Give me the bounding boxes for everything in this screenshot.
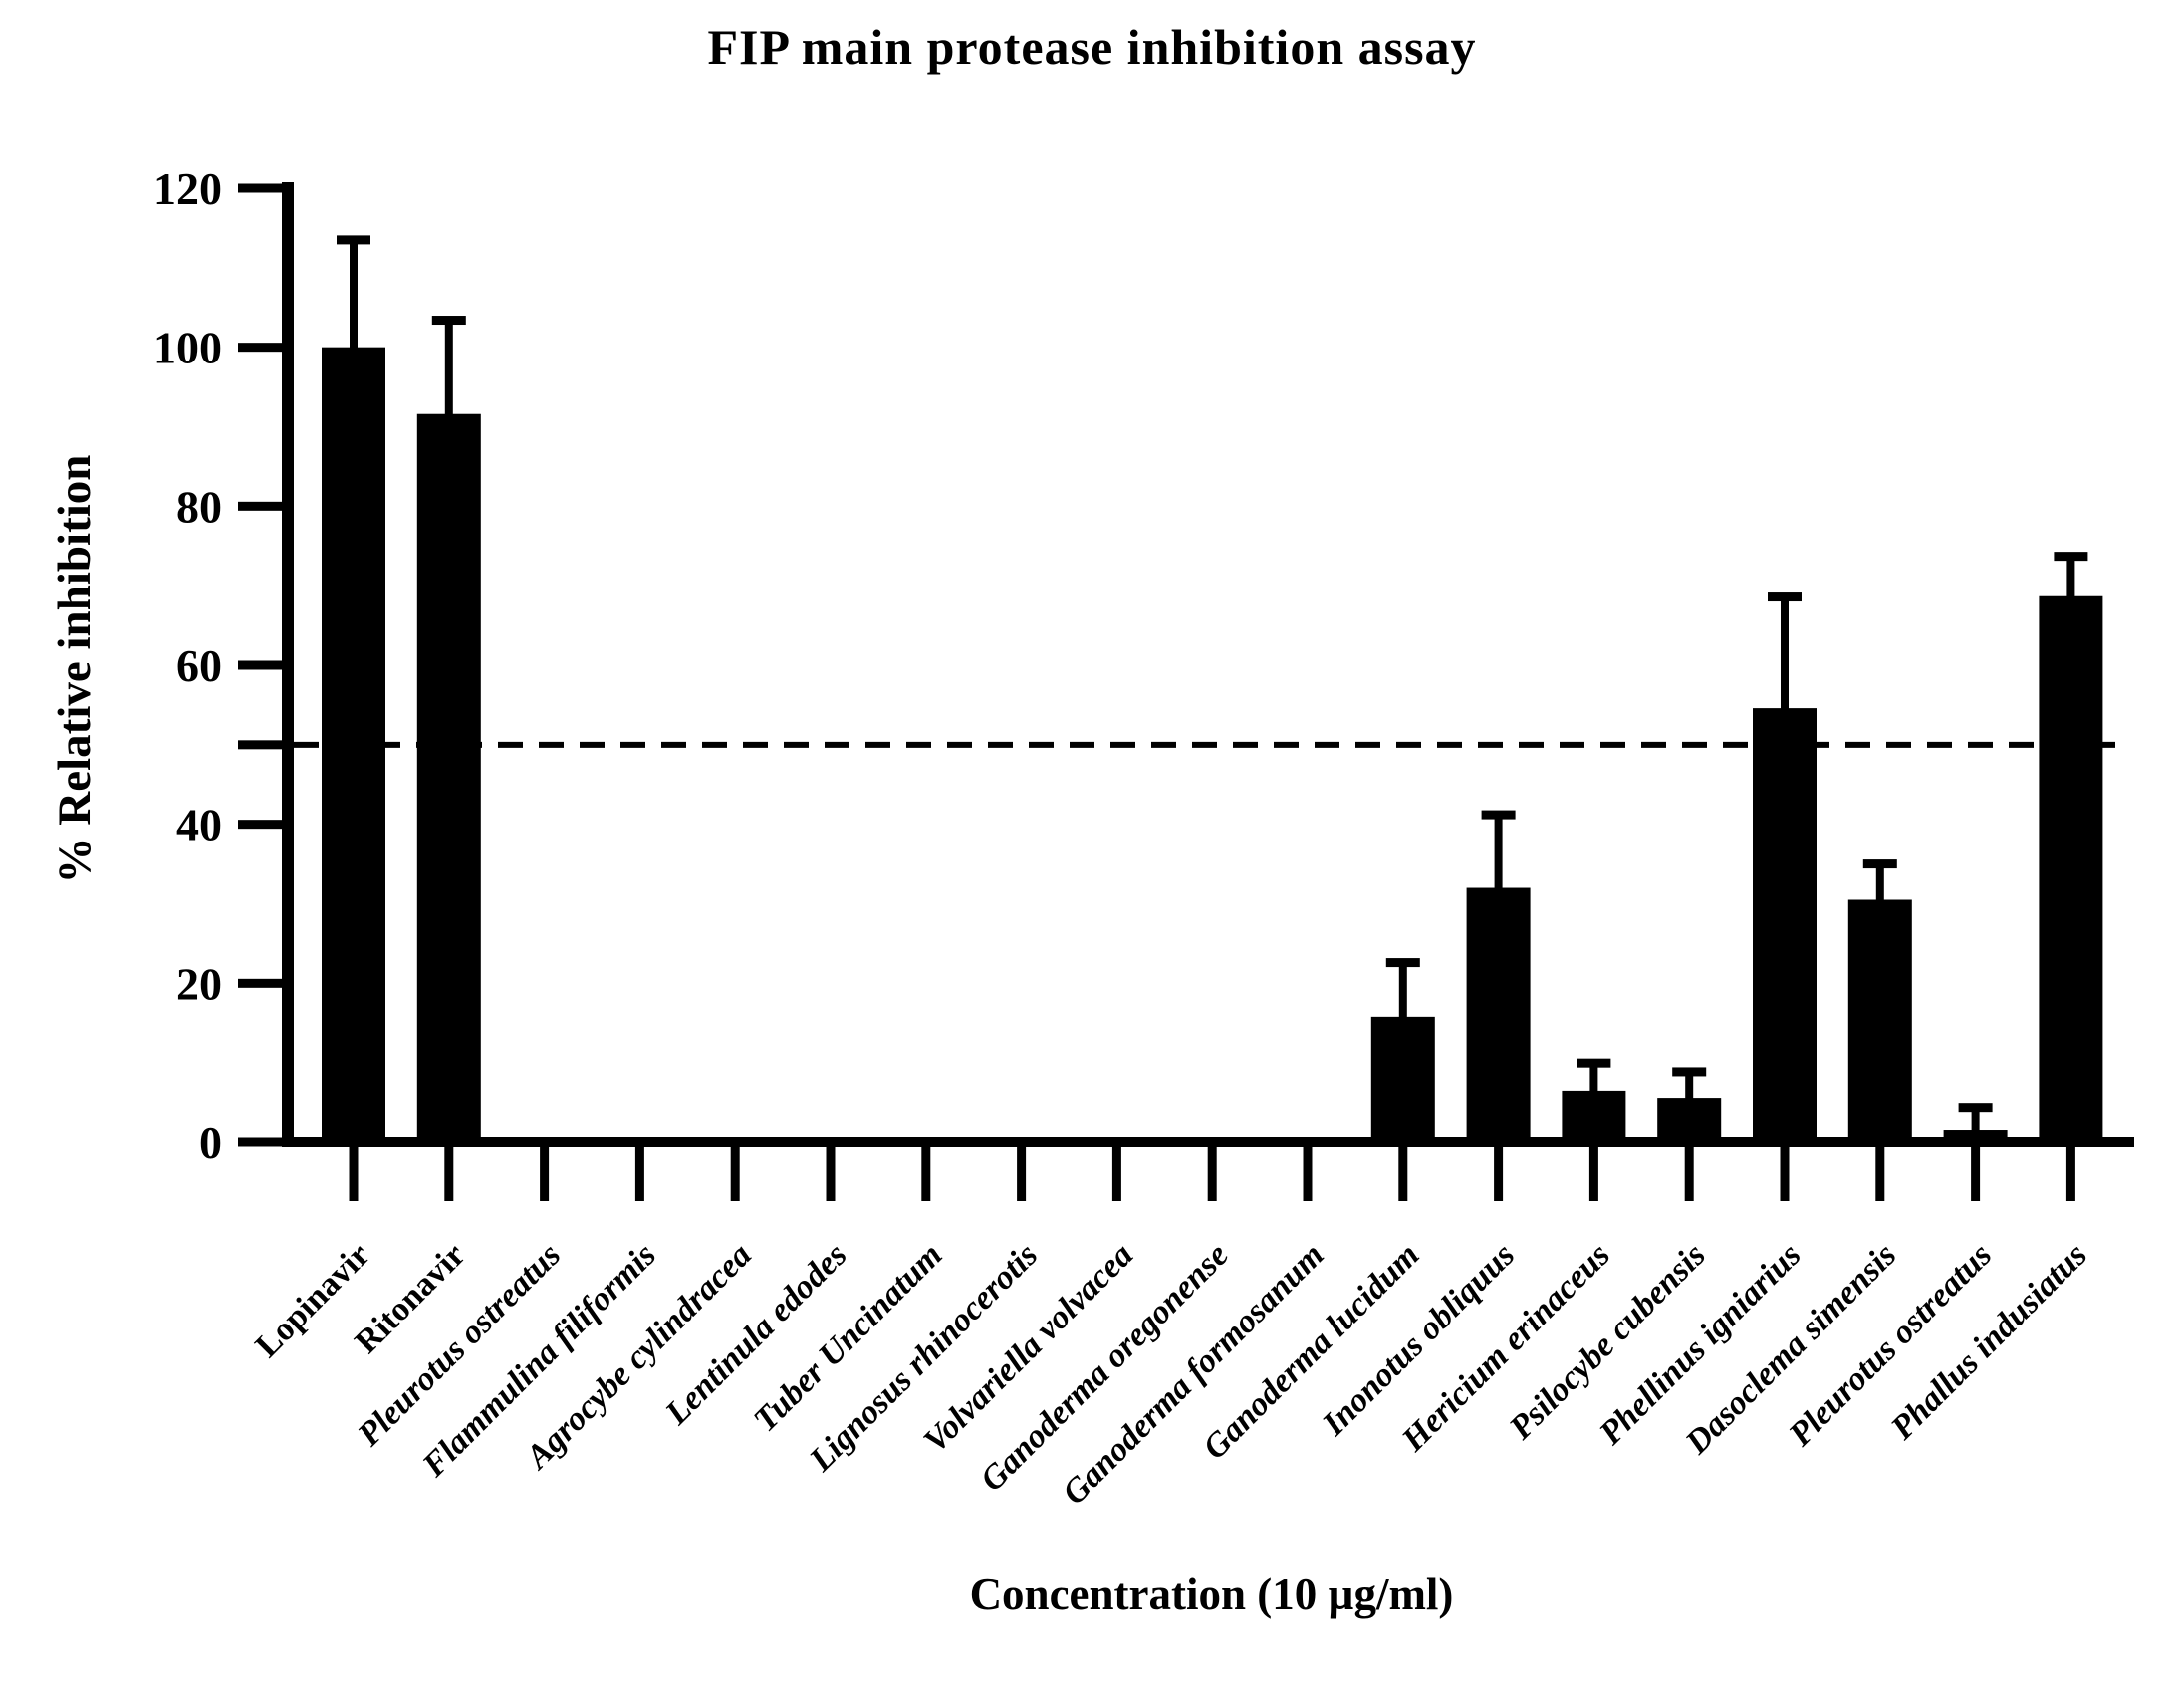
x-tick — [634, 1145, 644, 1201]
y-tick — [238, 183, 294, 193]
x-tick — [730, 1145, 740, 1201]
y-tick — [238, 1137, 294, 1147]
error-bar-cap — [1958, 1103, 1993, 1113]
error-bar-stem — [1494, 815, 1503, 890]
x-tick — [826, 1145, 836, 1201]
bar — [1466, 887, 1531, 1142]
y-tick — [238, 978, 294, 988]
x-tick — [1207, 1145, 1217, 1201]
bar — [1657, 1098, 1722, 1142]
error-bar-stem — [1971, 1107, 1980, 1133]
error-bar-cap — [1768, 592, 1802, 602]
error-bar-cap — [1862, 859, 1897, 869]
error-bar-stem — [1781, 596, 1789, 711]
bar — [2039, 595, 2103, 1142]
y-tick — [238, 501, 294, 511]
error-bar-cap — [2054, 552, 2088, 562]
bar — [1753, 708, 1817, 1142]
y-tick — [238, 343, 294, 353]
y-tick-label: 20 — [176, 958, 222, 1009]
bar — [1847, 899, 1912, 1142]
x-tick — [921, 1145, 931, 1201]
y-tick-label: 0 — [199, 1117, 222, 1168]
x-axis-line — [282, 1137, 2134, 1147]
error-bar-stem — [1685, 1071, 1694, 1101]
error-bar-cap — [1577, 1058, 1611, 1068]
error-bar-cap — [1385, 958, 1420, 968]
bar — [1562, 1090, 1626, 1142]
x-tick — [1494, 1145, 1504, 1201]
y-tick-label: 60 — [176, 640, 222, 691]
bar — [1943, 1130, 2008, 1142]
bar — [416, 413, 481, 1142]
y-tick — [238, 660, 294, 670]
chart-title: FIP main protease inhibition assay — [707, 19, 1477, 75]
y-tick-label: 120 — [153, 163, 222, 214]
x-tick — [1780, 1145, 1790, 1201]
y-tick-reference — [238, 740, 294, 750]
error-bar-cap — [431, 316, 466, 326]
error-bar-stem — [350, 239, 358, 350]
y-tick-label: 100 — [153, 323, 222, 373]
x-axis-label: Concentration (10 µg/ml) — [969, 1569, 1454, 1619]
x-tick — [1111, 1145, 1121, 1201]
x-tick — [1588, 1145, 1598, 1201]
x-tick — [444, 1145, 454, 1201]
error-bar-stem — [1589, 1063, 1598, 1093]
x-tick — [349, 1145, 359, 1201]
error-bar-cap — [1481, 810, 1516, 820]
x-tick — [1398, 1145, 1408, 1201]
error-bar-stem — [1398, 962, 1407, 1019]
x-tick — [1303, 1145, 1313, 1201]
error-bar-stem — [2066, 556, 2075, 598]
bar — [322, 347, 385, 1143]
y-tick — [238, 820, 294, 830]
x-tick — [1684, 1145, 1694, 1201]
error-bar-cap — [1672, 1067, 1707, 1077]
bar — [1370, 1016, 1435, 1142]
x-tick — [1017, 1145, 1027, 1201]
error-bar-stem — [444, 320, 453, 416]
y-tick-label: 40 — [176, 800, 222, 850]
x-tick — [540, 1145, 550, 1201]
error-bar-stem — [1875, 863, 1884, 902]
y-tick-label: 80 — [176, 481, 222, 532]
x-tick — [1971, 1145, 1981, 1201]
x-tick — [2065, 1145, 2075, 1201]
x-tick — [1875, 1145, 1885, 1201]
error-bar-cap — [337, 235, 370, 245]
